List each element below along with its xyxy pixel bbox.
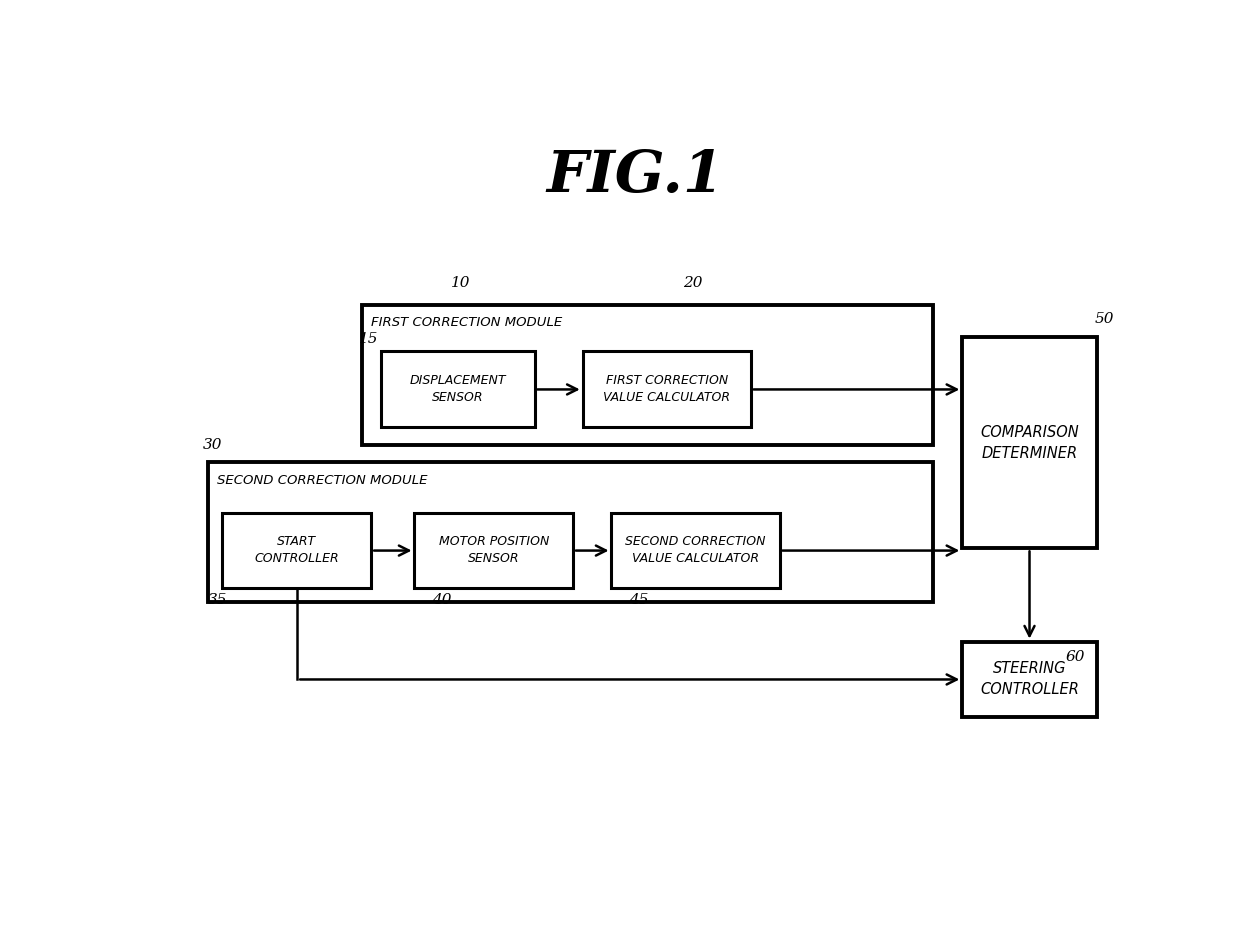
Bar	[362, 305, 934, 445]
Bar	[962, 338, 1096, 549]
Bar	[414, 512, 573, 588]
Text: FIG.1: FIG.1	[547, 148, 724, 205]
Text: MOTOR POSITION
SENSOR: MOTOR POSITION SENSOR	[439, 535, 549, 565]
Bar	[208, 462, 934, 602]
Text: 50: 50	[1095, 312, 1115, 326]
Bar	[611, 512, 780, 588]
Text: SECOND CORRECTION MODULE: SECOND CORRECTION MODULE	[217, 474, 428, 487]
Text: 60: 60	[1066, 650, 1085, 664]
Text: 35: 35	[208, 593, 227, 607]
Text: 20: 20	[683, 276, 703, 290]
Text: DISPLACEMENT
SENSOR: DISPLACEMENT SENSOR	[409, 374, 506, 405]
Text: 30: 30	[203, 438, 222, 452]
Text: START
CONTROLLER: START CONTROLLER	[254, 535, 339, 565]
Text: 15: 15	[358, 332, 378, 346]
Text: FIRST CORRECTION MODULE: FIRST CORRECTION MODULE	[371, 316, 563, 329]
Text: 10: 10	[451, 276, 470, 290]
Text: 45: 45	[629, 593, 649, 607]
Text: SECOND CORRECTION
VALUE CALCULATOR: SECOND CORRECTION VALUE CALCULATOR	[625, 535, 766, 565]
Text: FIRST CORRECTION
VALUE CALCULATOR: FIRST CORRECTION VALUE CALCULATOR	[603, 374, 730, 405]
Bar	[583, 352, 750, 427]
Bar	[222, 512, 371, 588]
Bar	[381, 352, 534, 427]
Text: COMPARISON
DETERMINER: COMPARISON DETERMINER	[980, 425, 1079, 460]
Text: 40: 40	[432, 593, 451, 607]
Bar	[962, 642, 1096, 717]
Text: STEERING
CONTROLLER: STEERING CONTROLLER	[980, 661, 1079, 698]
